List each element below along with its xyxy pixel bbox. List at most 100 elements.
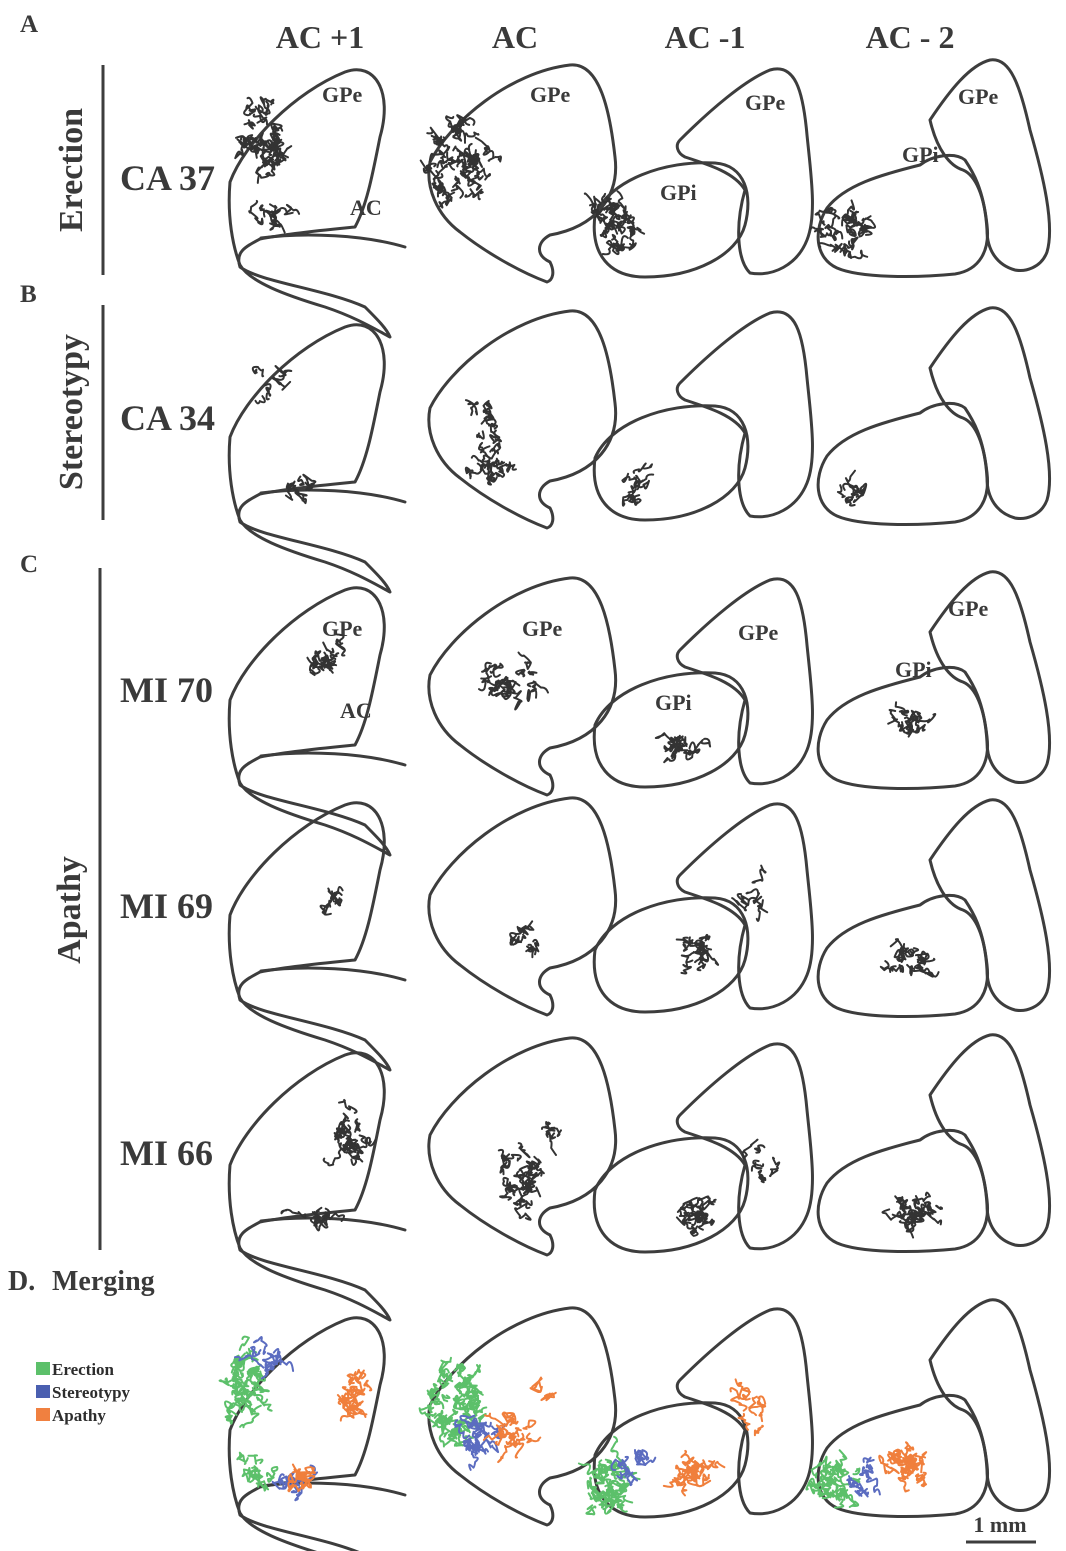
fiber-trace	[680, 945, 703, 964]
fiber-trace	[463, 167, 475, 179]
legend-label-apathy: Apathy	[52, 1406, 106, 1425]
region-label-gpi: GPi	[902, 142, 939, 167]
fiber-trace	[519, 1171, 533, 1185]
fiber-trace	[495, 457, 506, 466]
fiber-trace	[662, 1473, 685, 1488]
panel-letter-d: D.	[8, 1266, 35, 1297]
fiber-trace	[482, 145, 495, 160]
section-ca34-ac-minus-1	[592, 310, 814, 522]
fiber-trace	[460, 117, 476, 127]
fiber-trace	[327, 887, 339, 903]
fiber-trace	[486, 466, 496, 483]
fiber-trace	[907, 709, 919, 726]
fiber-trace	[821, 1486, 832, 1500]
fiber-trace	[431, 182, 447, 197]
fiber-trace	[707, 1460, 726, 1469]
fiber-trace	[878, 1454, 889, 1475]
fiber-trace	[909, 1211, 917, 1227]
fiber-trace	[318, 654, 331, 672]
panel-letter-c: C	[20, 551, 38, 578]
fiber-trace	[241, 1468, 255, 1484]
fiber-trace	[265, 1466, 279, 1483]
fiber-trace	[879, 960, 897, 973]
fiber-trace	[595, 1476, 612, 1486]
fiber-trace	[824, 1484, 842, 1498]
scale-bar-label: 1 mm	[973, 1512, 1026, 1537]
fiber-trace	[271, 1479, 291, 1490]
fiber-trace	[904, 720, 914, 735]
fiber-trace	[906, 963, 934, 978]
fiber-trace	[319, 902, 332, 916]
fiber-trace	[750, 1161, 763, 1172]
fiber-trace	[918, 960, 940, 978]
column-header-ac-minus-1: AC -1	[665, 19, 746, 55]
fiber-trace	[505, 463, 517, 473]
fiber-trace	[439, 1415, 452, 1425]
fiber-trace	[496, 675, 509, 686]
fiber-trace	[917, 1475, 928, 1488]
fiber-trace	[454, 1419, 471, 1440]
fiber-trace	[844, 469, 859, 491]
section-mi69-ac-plus-1	[227, 801, 407, 1072]
fiber-trace	[243, 119, 256, 130]
fiber-trace	[523, 1180, 537, 1189]
fiber-trace	[465, 1394, 482, 1410]
fiber-trace	[470, 454, 486, 471]
fiber-trace	[899, 949, 914, 960]
fiber-trace	[611, 1487, 625, 1498]
fiber-trace	[836, 484, 846, 499]
fiber-trace	[894, 701, 910, 717]
fiber-trace	[236, 1451, 249, 1465]
fiber-trace	[914, 723, 926, 734]
fiber-trace	[624, 1471, 639, 1487]
section-mi70-ac	[427, 576, 618, 797]
fiber-trace	[454, 1383, 477, 1391]
column-header-ac-minus-2: AC - 2	[866, 19, 955, 55]
fiber-trace	[891, 1452, 908, 1469]
fiber-trace	[509, 932, 522, 940]
fiber-trace	[464, 151, 481, 165]
fiber-trace	[230, 1402, 242, 1413]
fiber-trace	[907, 947, 920, 956]
fiber-trace	[607, 1494, 623, 1504]
fiber-trace	[702, 1473, 710, 1487]
fiber-trace	[419, 159, 437, 171]
fiber-trace	[814, 211, 826, 226]
fiber-trace	[438, 1424, 457, 1448]
fiber-trace	[285, 203, 301, 215]
fiber-trace	[429, 1382, 440, 1400]
fiber-trace	[436, 1378, 454, 1389]
fiber-trace	[272, 125, 284, 132]
column-header-ac: AC	[492, 19, 538, 55]
fiber-trace	[245, 96, 254, 110]
fiber-trace	[322, 1147, 345, 1167]
fiber-trace	[335, 1117, 347, 1135]
row-mi66	[227, 1033, 1052, 1322]
section-merge-ac	[427, 1306, 618, 1527]
fiber-trace	[309, 1206, 323, 1224]
fiber-trace	[480, 663, 496, 680]
fiber-trace	[888, 708, 897, 721]
fiber-trace	[258, 132, 271, 149]
fiber-trace	[256, 161, 279, 184]
fiber-trace	[509, 935, 523, 946]
fiber-trace	[495, 692, 512, 701]
fiber-trace	[852, 1467, 861, 1476]
fiber-trace	[443, 155, 460, 168]
fiber-trace	[299, 1480, 312, 1490]
fiber-trace	[865, 1476, 881, 1496]
fiber-trace	[897, 1476, 910, 1493]
fiber-trace	[577, 1462, 604, 1483]
row-label-ca34: CA 34	[120, 398, 215, 438]
section-mi69-ac	[427, 796, 618, 1017]
fiber-trace	[239, 1412, 260, 1429]
fiber-trace	[457, 1365, 472, 1383]
fiber-trace	[470, 1406, 488, 1420]
fiber-trace	[831, 1462, 846, 1477]
fiber-trace	[334, 1127, 346, 1144]
fiber-trace	[231, 1368, 243, 1382]
fiber-trace	[258, 204, 275, 218]
fiber-trace	[842, 482, 855, 496]
fiber-trace	[354, 1389, 364, 1395]
fiber-trace	[845, 1491, 860, 1508]
